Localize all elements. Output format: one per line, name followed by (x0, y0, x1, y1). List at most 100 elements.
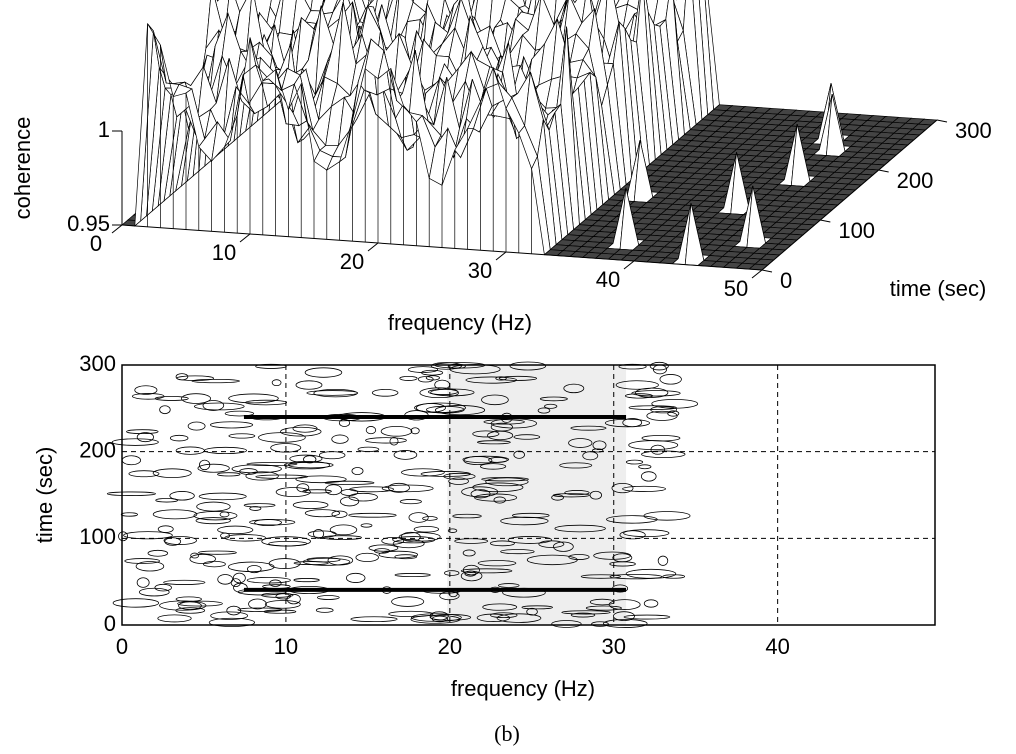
contour-line (425, 375, 440, 381)
contour-line (325, 484, 343, 496)
contour-line (419, 387, 459, 399)
x-axis (121, 224, 763, 271)
contour-line (513, 434, 541, 440)
contour-line (472, 430, 500, 438)
contour-line (177, 600, 223, 607)
contour-line (324, 480, 375, 485)
contour-line (498, 375, 538, 381)
contour-line (563, 383, 585, 394)
contour-line (643, 599, 659, 608)
contour-line (551, 620, 582, 628)
contour-line (176, 375, 215, 382)
contour-line (389, 436, 399, 446)
contour-line (500, 549, 535, 555)
y-tick (761, 269, 773, 273)
contour-line (460, 568, 513, 574)
y-tick-label: 200 (897, 168, 934, 193)
contour-line (280, 426, 322, 437)
contour-line (479, 463, 507, 470)
contour-line (604, 418, 651, 428)
contour-line (196, 501, 231, 512)
contour-line (603, 619, 648, 628)
contour-line (175, 596, 202, 602)
contour-line (365, 437, 407, 444)
contour-line (448, 477, 469, 485)
contour-line (237, 607, 283, 612)
contour-line (559, 462, 593, 469)
x-tick (751, 269, 763, 279)
y-axis (761, 119, 938, 271)
contour-line (593, 551, 632, 560)
contour-line (422, 516, 438, 521)
contour-line (570, 612, 596, 618)
x-tick-label: 30 (601, 634, 625, 659)
contour-line (628, 440, 679, 451)
contour-line (275, 593, 291, 600)
contour-line (507, 536, 553, 544)
contour-line (306, 390, 359, 396)
contour-line (609, 574, 663, 580)
contour-line (470, 489, 491, 499)
contour-line (378, 550, 419, 559)
contour-line (430, 388, 475, 397)
y-tick-label: 100 (79, 524, 116, 549)
shading (447, 365, 627, 625)
contour-line (329, 524, 358, 536)
contour-line (217, 574, 234, 585)
contour-line (316, 595, 340, 600)
contour-line (204, 446, 248, 455)
contour-line (195, 517, 231, 525)
contour-line (175, 446, 205, 455)
contour-line (126, 429, 159, 435)
contour-line (106, 491, 156, 496)
y-tick-label: 0 (104, 611, 116, 636)
contour-line (393, 450, 418, 460)
surface-cell (533, 0, 542, 16)
contour-line (154, 396, 189, 401)
contour-line (564, 490, 590, 496)
contour-line (591, 448, 604, 453)
contour-line (202, 400, 225, 411)
contour-line (413, 525, 440, 533)
x-tick-label: 40 (596, 267, 620, 292)
x-tick-label: 40 (765, 634, 789, 659)
contour-line (304, 509, 341, 518)
contour-line (641, 450, 686, 459)
contour-line (275, 487, 311, 498)
contour-line (217, 472, 241, 477)
contour-line (628, 405, 677, 410)
contour-line (219, 511, 230, 518)
contour-line (295, 380, 323, 390)
contour-line (304, 367, 343, 378)
contour-line (255, 474, 308, 479)
contour-line (373, 548, 390, 554)
contour-line (187, 421, 206, 431)
contour-line (124, 558, 161, 564)
contour-line (154, 583, 172, 592)
contour-line (157, 525, 174, 533)
contour-line (264, 600, 301, 609)
contour-line (552, 541, 574, 552)
contour-line (615, 380, 659, 390)
contour-line (318, 451, 346, 460)
contour-line (591, 621, 609, 627)
contour-line (462, 549, 476, 557)
contour-line (227, 561, 275, 572)
contour-line (589, 490, 602, 500)
contour-line (387, 482, 410, 493)
contour-line (625, 459, 644, 465)
x-tick (367, 242, 379, 252)
contour-line (302, 489, 332, 494)
contour-line (191, 378, 240, 384)
x-tick (623, 260, 635, 270)
contour-line (175, 607, 206, 614)
contour-line (539, 396, 568, 402)
contour-line (452, 513, 482, 519)
contour-line (292, 500, 329, 510)
y-axis-label: time (sec) (32, 447, 57, 544)
x-tick-label: 20 (340, 249, 364, 274)
contour-line (178, 601, 202, 610)
contour-line (348, 512, 397, 518)
z-tick-label: 1 (98, 117, 110, 142)
contour-line (483, 419, 525, 425)
